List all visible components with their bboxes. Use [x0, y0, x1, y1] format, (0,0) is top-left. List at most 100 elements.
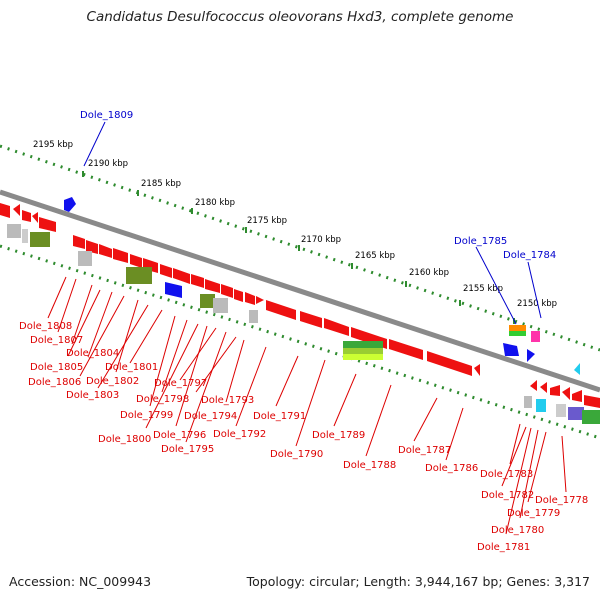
scale-label: 2185 kbp — [141, 179, 181, 189]
gene-arrow-red — [22, 210, 31, 222]
gene-label[interactable]: Dole_1779 — [507, 508, 560, 519]
gene-label[interactable]: Dole_1801 — [105, 362, 158, 373]
scale-label: 2190 kbp — [88, 159, 128, 169]
gene-label[interactable]: Dole_1802 — [86, 376, 139, 387]
gene-arrow-red — [427, 351, 472, 376]
gene-arrow-red — [32, 212, 38, 223]
blue-leader-lines — [83, 121, 542, 325]
gene-arrow-red — [324, 318, 349, 336]
gene-label[interactable]: Dole_1809 — [80, 110, 133, 121]
gene-block-green — [343, 348, 383, 354]
gene-block-olive — [200, 294, 215, 308]
gene-label[interactable]: Dole_1800 — [98, 434, 151, 445]
scale-label: 2175 kbp — [247, 216, 287, 226]
gene-arrow-red — [160, 264, 172, 278]
gene-arrow-red — [173, 268, 190, 284]
gene-label[interactable]: Dole_1784 — [503, 250, 556, 261]
gene-block-magenta — [531, 331, 540, 342]
gene-label[interactable]: Dole_1807 — [30, 335, 83, 346]
gene-arrow-red — [562, 387, 570, 400]
gene-arrow-blue — [165, 282, 182, 298]
gene-arrow-red — [99, 244, 112, 258]
reverse-strand-genes — [0, 203, 600, 424]
accession-text: Accession: NC_009943 — [9, 574, 152, 589]
scale-label: 2160 kbp — [409, 268, 449, 278]
gene-arrow-red — [39, 217, 56, 232]
gene-block-olive — [30, 232, 50, 247]
gene-block-purple — [568, 407, 584, 420]
red-leader-lines — [47, 276, 567, 535]
gene-arrow-red — [584, 395, 600, 408]
gene-label[interactable]: Dole_1789 — [312, 430, 365, 441]
gene-arrow-blue — [503, 343, 519, 356]
gene-arrow-red — [221, 284, 233, 298]
genome-backbone — [0, 189, 600, 393]
gene-label[interactable]: Dole_1792 — [213, 429, 266, 440]
forward-strand-genes — [64, 197, 580, 375]
gene-label[interactable]: Dole_1793 — [201, 395, 254, 406]
gene-arrow-red — [572, 390, 582, 402]
gene-label[interactable]: Dole_1788 — [343, 460, 396, 471]
gene-label[interactable]: Dole_1796 — [153, 430, 206, 441]
gene-label[interactable]: Dole_1795 — [161, 444, 214, 455]
gene-arrow-cyan — [574, 363, 580, 375]
gene-block-gray — [524, 396, 532, 408]
gene-label[interactable]: Dole_1805 — [30, 362, 83, 373]
gene-label[interactable]: Dole_1794 — [184, 411, 237, 422]
gene-arrow-blue — [527, 349, 535, 362]
scale-line-upper — [0, 144, 600, 352]
gene-label[interactable]: Dole_1785 — [454, 236, 507, 247]
gene-arrow-blue — [64, 197, 76, 212]
gene-arrow-red — [389, 339, 423, 360]
scale-label: 2170 kbp — [301, 235, 341, 245]
gene-label[interactable]: Dole_1803 — [66, 390, 119, 401]
gene-arrow-red — [191, 274, 204, 288]
gene-block-olive — [126, 267, 152, 284]
gene-block-gray — [249, 310, 258, 323]
scale-label: 2150 kbp — [517, 299, 557, 309]
gene-block-orange — [509, 325, 526, 331]
gene-arrow-red — [73, 235, 85, 249]
gene-arrow-red — [130, 254, 142, 268]
gene-label[interactable]: Dole_1791 — [253, 411, 306, 422]
gene-label[interactable]: Dole_1799 — [120, 410, 173, 421]
scale-label: 2195 kbp — [33, 140, 73, 150]
gene-arrow-red — [234, 289, 243, 302]
gene-arrow-red — [113, 248, 128, 263]
gene-label[interactable]: Dole_1786 — [425, 463, 478, 474]
gene-label[interactable]: Dole_1790 — [270, 449, 323, 460]
scale-label: 2155 kbp — [463, 284, 503, 294]
genome-info-text: Topology: circular; Length: 3,944,167 bp… — [246, 574, 590, 589]
scale-line-lower — [0, 244, 600, 440]
gene-block-gray — [213, 298, 228, 313]
gene-block-green — [343, 354, 383, 360]
gene-block-cyan — [536, 399, 546, 412]
scale-ticks — [82, 171, 515, 324]
gene-label[interactable]: Dole_1781 — [477, 542, 530, 553]
gene-label[interactable]: Dole_1787 — [398, 445, 451, 456]
gene-arrow-red — [245, 292, 255, 305]
gene-block-gray — [7, 224, 21, 238]
gene-block-green — [582, 410, 600, 424]
gene-label[interactable]: Dole_1782 — [481, 490, 534, 501]
gene-label[interactable]: Dole_1808 — [19, 321, 72, 332]
gene-label[interactable]: Dole_1804 — [66, 348, 119, 359]
gene-arrow-red — [530, 380, 537, 391]
gene-arrow-red — [0, 203, 10, 218]
gene-label[interactable]: Dole_1806 — [28, 377, 81, 388]
scale-label: 2180 kbp — [195, 198, 235, 208]
gene-block-gray — [556, 404, 566, 417]
gene-label[interactable]: Dole_1783 — [480, 469, 533, 480]
gene-label[interactable]: Dole_1780 — [491, 525, 544, 536]
scale-label: 2165 kbp — [355, 251, 395, 261]
gene-label[interactable]: Dole_1797 — [154, 378, 207, 389]
gene-block-green — [509, 331, 526, 336]
gene-label[interactable]: Dole_1778 — [535, 495, 588, 506]
gene-arrow-red — [256, 296, 264, 304]
gene-arrow-red — [540, 382, 547, 393]
gene-block-green — [343, 341, 383, 348]
gene-arrow-red — [86, 240, 98, 254]
gene-arrow-red — [300, 311, 322, 328]
gene-label[interactable]: Dole_1798 — [136, 394, 189, 405]
